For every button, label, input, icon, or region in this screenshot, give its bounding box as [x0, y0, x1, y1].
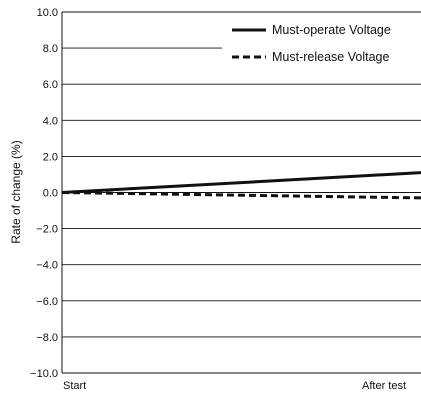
- legend-background: [222, 18, 421, 68]
- series-line: [61, 191, 421, 200]
- y-tick-label: −2.0: [36, 224, 58, 236]
- y-tick-labels: 10.0 8.0 6.0 4.0 2.0 0.0 −2.0 −4.0 −6.0 −8.0 −10.0: [30, 7, 58, 380]
- y-tick-label: 2.0: [43, 151, 58, 163]
- series-lines: [61, 171, 421, 200]
- x-tick-labels: Start After test: [63, 380, 406, 392]
- y-tick-label: 6.0: [43, 79, 58, 91]
- x-tick-label: Start: [63, 380, 86, 392]
- y-tick-label: −10.0: [30, 368, 58, 380]
- legend-label-must-release: Must-release Voltage: [272, 50, 389, 64]
- y-axis-title: Rate of change (%): [9, 140, 23, 243]
- x-tick-label: After test: [362, 380, 406, 392]
- y-tick-label: −6.0: [36, 296, 58, 308]
- series-line: [61, 171, 421, 194]
- y-tick-label: 8.0: [43, 43, 58, 55]
- y-tick-label: −8.0: [36, 332, 58, 344]
- legend: Must-operate Voltage Must-release Voltag…: [222, 18, 421, 68]
- y-tick-label: 0.0: [43, 188, 58, 200]
- y-tick-label: −4.0: [36, 260, 58, 272]
- y-tick-label: 10.0: [37, 7, 58, 19]
- y-tick-label: 4.0: [43, 115, 58, 127]
- legend-label-must-operate: Must-operate Voltage: [272, 23, 391, 37]
